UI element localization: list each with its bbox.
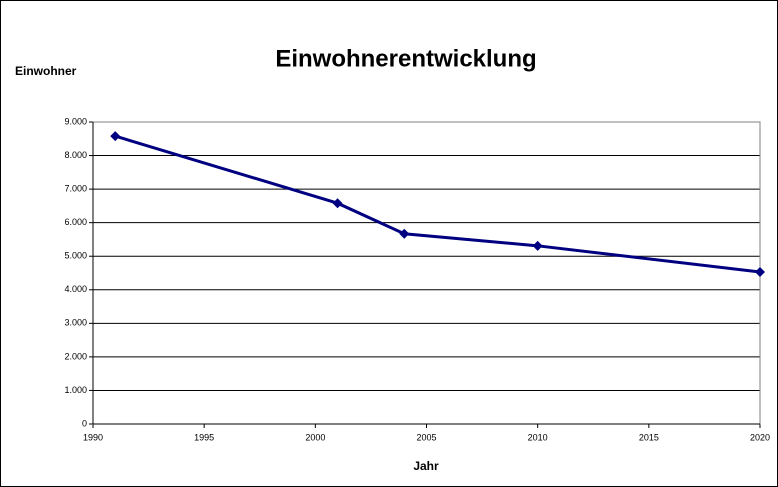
data-point: [110, 131, 121, 142]
y-tick-label: 3.000: [64, 318, 87, 328]
x-tick-label: 2000: [305, 432, 325, 442]
y-tick-label: 4.000: [64, 284, 87, 294]
y-tick-label: 1.000: [64, 385, 87, 395]
y-tick-label: 8.000: [64, 150, 87, 160]
x-tick-label: 2005: [416, 432, 436, 442]
x-tick-label: 1995: [194, 432, 214, 442]
x-tick-label: 2020: [750, 432, 770, 442]
data-point: [755, 266, 765, 277]
y-tick-label: 7.000: [64, 183, 87, 193]
y-tick-label: 5.000: [64, 251, 87, 261]
x-tick-label: 1990: [83, 432, 103, 442]
y-tick-label: 0: [82, 418, 87, 428]
y-axis-label: Einwohner: [15, 64, 77, 78]
y-tick-label: 2.000: [64, 351, 87, 361]
chart-title: Einwohnerentwicklung: [275, 45, 536, 72]
y-tick-label: 6.000: [64, 217, 87, 227]
data-point: [399, 228, 410, 239]
data-point: [532, 240, 543, 251]
x-tick-label: 2015: [639, 432, 659, 442]
x-tick-label: 2010: [528, 432, 548, 442]
x-axis-label: Jahr: [413, 459, 439, 473]
y-tick-label: 9.000: [64, 116, 87, 126]
data-point: [332, 198, 343, 209]
